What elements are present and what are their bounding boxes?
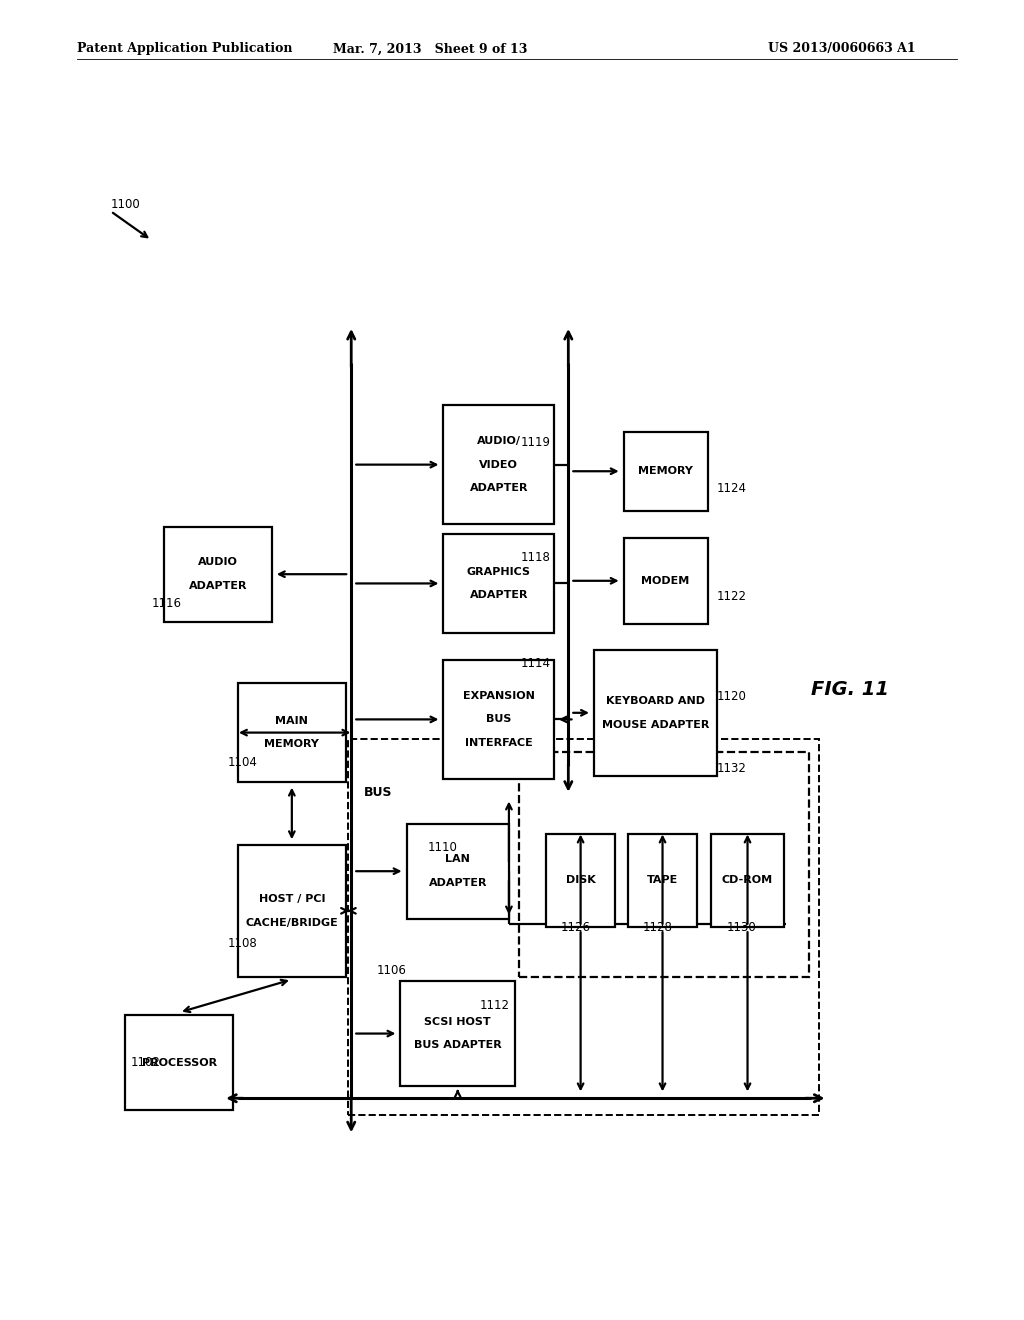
Text: 1114: 1114 [520,657,550,671]
Text: LAN: LAN [445,854,470,865]
Bar [594,649,717,776]
Bar [546,834,615,927]
Text: MAIN: MAIN [275,715,308,726]
Text: 1130: 1130 [727,921,757,935]
Text: 1106: 1106 [377,964,407,977]
Text: ADAPTER: ADAPTER [469,590,528,601]
Text: ADAPTER: ADAPTER [469,483,528,494]
Text: ADAPTER: ADAPTER [188,581,248,591]
Bar [628,834,697,927]
Text: INTERFACE: INTERFACE [465,738,532,748]
Text: PROCESSOR: PROCESSOR [141,1057,217,1068]
Bar [238,845,345,977]
Text: 1126: 1126 [561,921,591,935]
Text: 1119: 1119 [520,436,550,449]
Bar [164,527,272,622]
Text: 1100: 1100 [111,198,140,211]
Bar [519,752,809,977]
Text: KEYBOARD AND: KEYBOARD AND [606,696,705,706]
Text: AUDIO: AUDIO [199,557,238,568]
Text: 1122: 1122 [717,590,746,603]
Text: Mar. 7, 2013   Sheet 9 of 13: Mar. 7, 2013 Sheet 9 of 13 [333,42,527,55]
Text: BUS ADAPTER: BUS ADAPTER [414,1040,502,1051]
Text: 1120: 1120 [717,690,746,704]
Bar [407,824,509,919]
Bar [443,535,554,632]
Text: 1108: 1108 [227,937,257,950]
Text: MODEM: MODEM [641,576,690,586]
Bar [443,405,554,524]
Text: 1124: 1124 [717,482,746,495]
Bar [348,739,819,1115]
Text: HOST / PCI: HOST / PCI [259,894,325,904]
Text: CD-ROM: CD-ROM [722,875,773,886]
Text: GRAPHICS: GRAPHICS [467,566,530,577]
Text: 1104: 1104 [227,756,257,770]
Text: 1132: 1132 [717,762,746,775]
Bar [711,834,784,927]
Text: 1128: 1128 [643,921,673,935]
Text: FIG. 11: FIG. 11 [811,680,889,698]
Text: TAPE: TAPE [647,875,678,886]
Text: MOUSE ADAPTER: MOUSE ADAPTER [602,719,709,730]
Bar [443,660,554,779]
Bar [624,432,708,511]
Text: MEMORY: MEMORY [638,466,693,477]
Bar [125,1015,232,1110]
Bar [238,682,345,781]
Text: US 2013/0060663 A1: US 2013/0060663 A1 [768,42,915,55]
Bar [400,981,515,1086]
Text: VIDEO: VIDEO [479,459,518,470]
Text: ADAPTER: ADAPTER [428,878,487,888]
Text: 1118: 1118 [520,550,550,564]
Text: 1102: 1102 [131,1056,161,1069]
Text: EXPANSION: EXPANSION [463,690,535,701]
Text: MEMORY: MEMORY [264,739,319,750]
Text: BUS: BUS [486,714,511,725]
Text: CACHE/BRIDGE: CACHE/BRIDGE [246,917,338,928]
Text: 1112: 1112 [479,999,509,1012]
Text: 1116: 1116 [152,597,181,610]
Text: 1110: 1110 [428,841,458,854]
Text: DISK: DISK [565,875,596,886]
Text: Patent Application Publication: Patent Application Publication [77,42,292,55]
Text: AUDIO/: AUDIO/ [477,436,520,446]
Text: BUS: BUS [364,785,392,799]
Bar [624,539,708,623]
Text: SCSI HOST: SCSI HOST [424,1016,492,1027]
